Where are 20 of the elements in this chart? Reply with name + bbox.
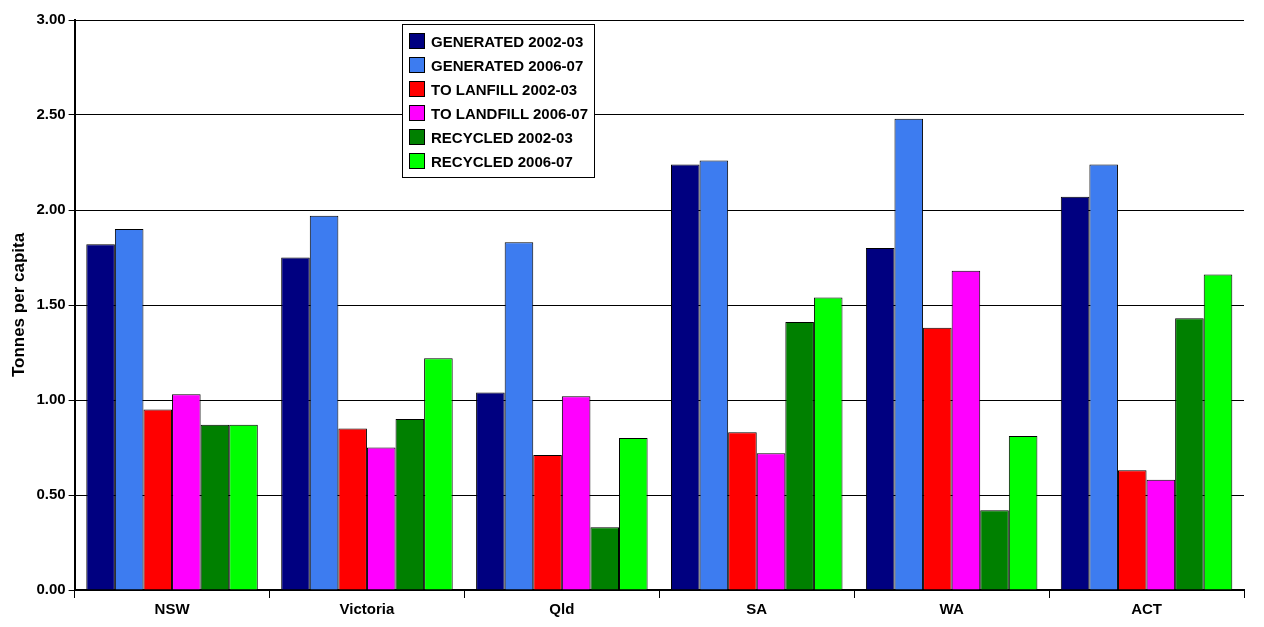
x-tick-label: Qld: [549, 600, 575, 618]
y-tick-label: 1.00: [36, 390, 66, 408]
x-tick-label: WA: [939, 600, 964, 618]
y-tick-label: 0.00: [36, 580, 66, 598]
legend-label: GENERATED 2002-03: [431, 32, 584, 50]
x-tick-label: Victoria: [339, 600, 395, 618]
x-tick-label: SA: [746, 600, 768, 618]
y-axis-title: Tonnes per capita: [8, 232, 28, 378]
legend-label: GENERATED 2006-07: [431, 56, 584, 74]
legend-label: TO LANDFILL 2006-07: [431, 104, 589, 122]
y-tick-label: 0.50: [36, 485, 66, 503]
y-tick-label: 1.50: [36, 295, 66, 313]
x-tick-label: ACT: [1131, 600, 1162, 618]
x-tick-label: NSW: [154, 600, 191, 618]
legend-label: RECYCLED 2006-07: [431, 152, 573, 170]
legend-label: RECYCLED 2002-03: [431, 128, 573, 146]
y-tick-label: 2.50: [36, 105, 66, 123]
y-tick-label: 3.00: [36, 10, 66, 28]
legend-label: TO LANFILL 2002-03: [431, 80, 578, 98]
y-tick-label: 2.00: [36, 200, 66, 218]
